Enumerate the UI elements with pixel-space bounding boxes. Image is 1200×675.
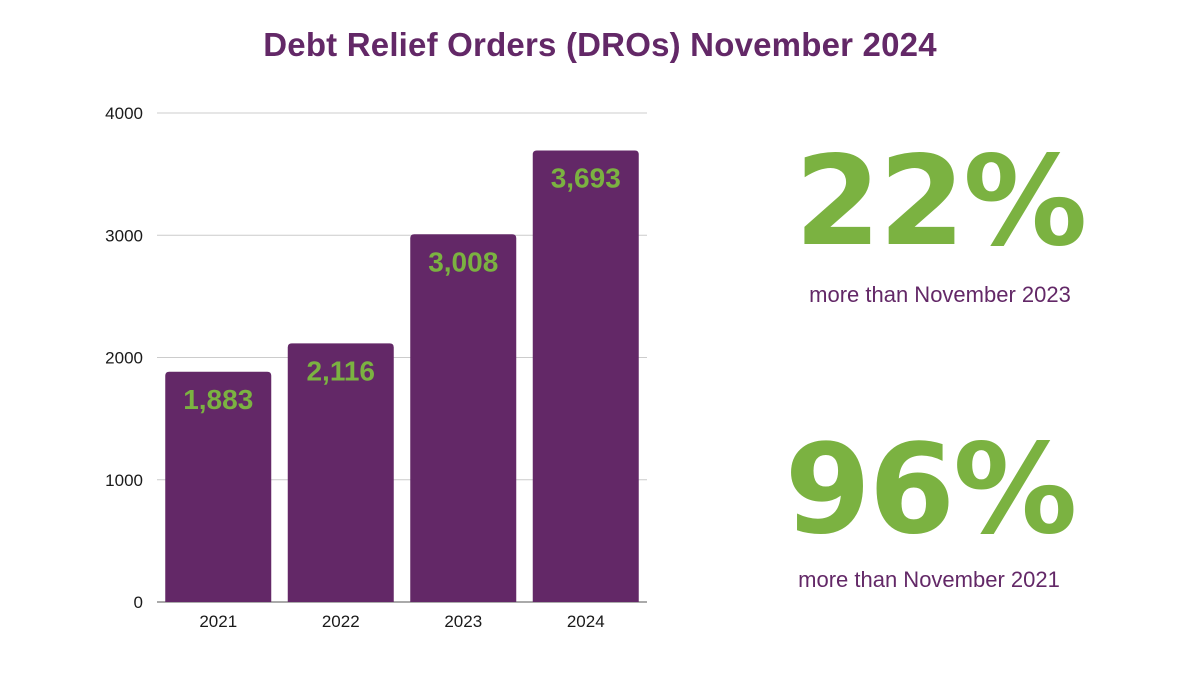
y-tick-label: 3000 bbox=[105, 226, 143, 245]
bar-2022 bbox=[287, 343, 394, 602]
chart-title: Debt Relief Orders (DROs) November 2024 bbox=[263, 26, 937, 63]
bar-2021 bbox=[165, 371, 272, 602]
bar-2023 bbox=[410, 234, 517, 602]
x-tick-label-2024: 2024 bbox=[567, 612, 605, 631]
data-label-2024: 3,693 bbox=[551, 163, 621, 194]
y-axis-ticks: 0 1000 2000 3000 4000 bbox=[105, 104, 143, 612]
bar-chart: 0 1000 2000 3000 4000 1,883 2,116 3,008 3,693 2… bbox=[105, 104, 647, 631]
x-axis-ticks: 2021 2022 2023 2024 bbox=[199, 612, 604, 631]
y-tick-label: 1000 bbox=[105, 471, 143, 490]
stat-96-caption: more than November 2021 bbox=[798, 567, 1060, 592]
y-tick-label: 4000 bbox=[105, 104, 143, 123]
x-tick-label-2023: 2023 bbox=[444, 612, 482, 631]
y-tick-label: 0 bbox=[134, 593, 143, 612]
x-tick-label-2022: 2022 bbox=[322, 612, 360, 631]
bars bbox=[165, 150, 639, 602]
stat-22-percent: 22% bbox=[794, 130, 1088, 274]
x-tick-label-2021: 2021 bbox=[199, 612, 237, 631]
y-tick-label: 2000 bbox=[105, 349, 143, 368]
data-label-2023: 3,008 bbox=[428, 246, 498, 277]
bar-2024 bbox=[532, 150, 639, 602]
data-labels: 1,883 2,116 3,008 3,693 bbox=[183, 163, 621, 415]
data-label-2021: 1,883 bbox=[183, 384, 253, 415]
stat-96-percent: 96% bbox=[784, 418, 1078, 562]
stat-22-caption: more than November 2023 bbox=[809, 282, 1071, 307]
data-label-2022: 2,116 bbox=[306, 355, 375, 386]
